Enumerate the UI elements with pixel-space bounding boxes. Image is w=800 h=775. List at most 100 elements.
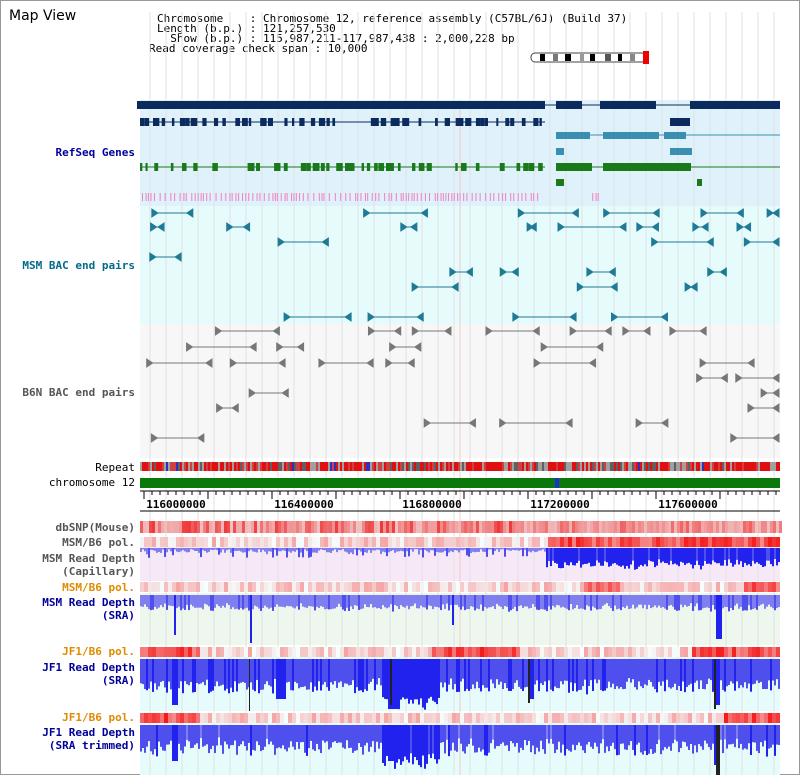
polymorphism-cell	[140, 647, 144, 657]
read-depth-bar	[710, 595, 712, 612]
read-depth-bar	[494, 595, 496, 610]
polymorphism-cell	[252, 713, 256, 723]
dbsnp-cell	[728, 521, 731, 533]
track-label-dbsnp[interactable]: dbSNP(Mouse)	[55, 521, 135, 534]
read-depth-bar	[736, 725, 738, 739]
track-label-msm-bac[interactable]: MSM BAC end pairs	[22, 259, 135, 272]
repeat-block	[298, 462, 300, 471]
read-depth-bar	[588, 659, 590, 687]
read-depth-bar	[196, 595, 198, 608]
read-depth-bar	[564, 659, 566, 681]
repeat-block	[468, 462, 470, 471]
read-depth-bar	[422, 659, 424, 708]
polymorphism-cell	[384, 582, 388, 592]
polymorphism-cell	[496, 582, 500, 592]
polymorphism-cell	[748, 582, 752, 592]
read-depth-bar	[400, 595, 402, 606]
track-label-msm-depth-capillary[interactable]: MSM Read Depth	[42, 552, 135, 565]
repeat-block	[724, 462, 726, 471]
polymorphism-cell	[148, 713, 152, 723]
read-depth-bar	[558, 659, 560, 689]
polymorphism-cell	[768, 647, 772, 657]
track-label-msm-b6-pol-2[interactable]: MSM/B6 pol.	[62, 581, 135, 594]
polymorphism-cell	[744, 582, 748, 592]
polymorphism-cell	[144, 647, 148, 657]
track-label-msm-b6-pol-1[interactable]: MSM/B6 pol.	[62, 536, 135, 549]
track-label-chromosome[interactable]: chromosome 12	[48, 476, 135, 489]
msm-bac-pair-end	[743, 222, 752, 232]
track-label-refseq[interactable]: RefSeq Genes	[55, 146, 135, 159]
track-label-repeat[interactable]: Repeat	[95, 461, 135, 474]
read-depth-bar	[178, 659, 180, 689]
repeat-block	[396, 462, 398, 471]
read-depth-bar	[178, 548, 180, 553]
repeat-block	[630, 462, 632, 471]
snp-tick	[463, 193, 465, 201]
repeat-block	[584, 462, 586, 471]
polymorphism-cell	[524, 647, 528, 657]
dbsnp-cell	[770, 521, 773, 533]
repeat-block	[272, 462, 274, 471]
polymorphism-cell	[348, 537, 352, 547]
read-depth-bar	[210, 595, 212, 611]
polymorphism-cell	[144, 537, 148, 547]
read-depth-bar	[254, 659, 256, 692]
read-depth-bar	[448, 659, 450, 685]
polymorphism-cell	[652, 582, 656, 592]
dbsnp-cell	[404, 521, 407, 533]
read-depth-bar	[742, 595, 744, 611]
read-depth-bar	[470, 659, 472, 690]
read-depth-bar	[618, 595, 620, 609]
repeat-block	[454, 462, 456, 471]
read-depth-bar	[144, 725, 146, 753]
read-depth-bar	[270, 595, 272, 608]
polymorphism-cell	[736, 647, 740, 657]
gene-exon	[260, 118, 267, 126]
read-depth-bar	[726, 595, 728, 608]
dbsnp-cell	[620, 521, 623, 533]
polymorphism-cell	[184, 582, 188, 592]
polymorphism-cell	[280, 537, 284, 547]
dbsnp-cell	[539, 521, 542, 533]
read-depth-bar	[600, 659, 602, 691]
polymorphism-cell	[564, 713, 568, 723]
polymorphism-cell	[384, 537, 388, 547]
dbsnp-cell	[329, 521, 332, 533]
read-depth-bar	[224, 548, 226, 553]
track-label-msm-depth-sra[interactable]: MSM Read Depth	[42, 596, 135, 609]
repeat-block	[692, 462, 694, 471]
track-label-jf1-b6-pol-2[interactable]: JF1/B6 pol.	[62, 711, 135, 724]
read-depth-bar	[740, 595, 742, 607]
repeat-block	[312, 462, 314, 471]
read-depth-bar	[200, 659, 202, 684]
repeat-block	[398, 462, 400, 471]
track-label-b6n-bac[interactable]: B6N BAC end pairs	[22, 386, 135, 399]
dbsnp-cell	[611, 521, 614, 533]
read-depth-bar	[678, 659, 680, 686]
track-label-jf1-depth-trimmed[interactable]: JF1 Read Depth	[42, 726, 135, 739]
gene-exon	[306, 163, 311, 171]
read-depth-bar	[332, 548, 334, 551]
read-depth-bar	[764, 595, 766, 609]
read-depth-bar	[324, 548, 326, 551]
track-label-jf1-b6-pol-1[interactable]: JF1/B6 pol.	[62, 645, 135, 658]
read-depth-bar	[280, 595, 282, 607]
repeat-block	[328, 462, 330, 471]
polymorphism-cell	[712, 713, 716, 723]
read-depth-bar	[766, 725, 768, 757]
track-label-jf1-depth-sra[interactable]: JF1 Read Depth	[42, 661, 135, 674]
read-depth-bar	[396, 595, 398, 607]
snp-tick	[328, 193, 330, 201]
dbsnp-cell	[722, 521, 725, 533]
read-depth-bar	[394, 595, 396, 605]
read-depth-bar	[738, 548, 740, 565]
read-depth-bar	[434, 595, 436, 607]
read-depth-bar	[182, 595, 184, 609]
read-depth-bar	[448, 725, 450, 757]
polymorphism-cell	[548, 537, 552, 547]
gene-exon	[267, 118, 273, 126]
read-depth-bar	[700, 548, 702, 570]
dbsnp-cell	[467, 521, 470, 533]
polymorphism-cell	[508, 582, 512, 592]
